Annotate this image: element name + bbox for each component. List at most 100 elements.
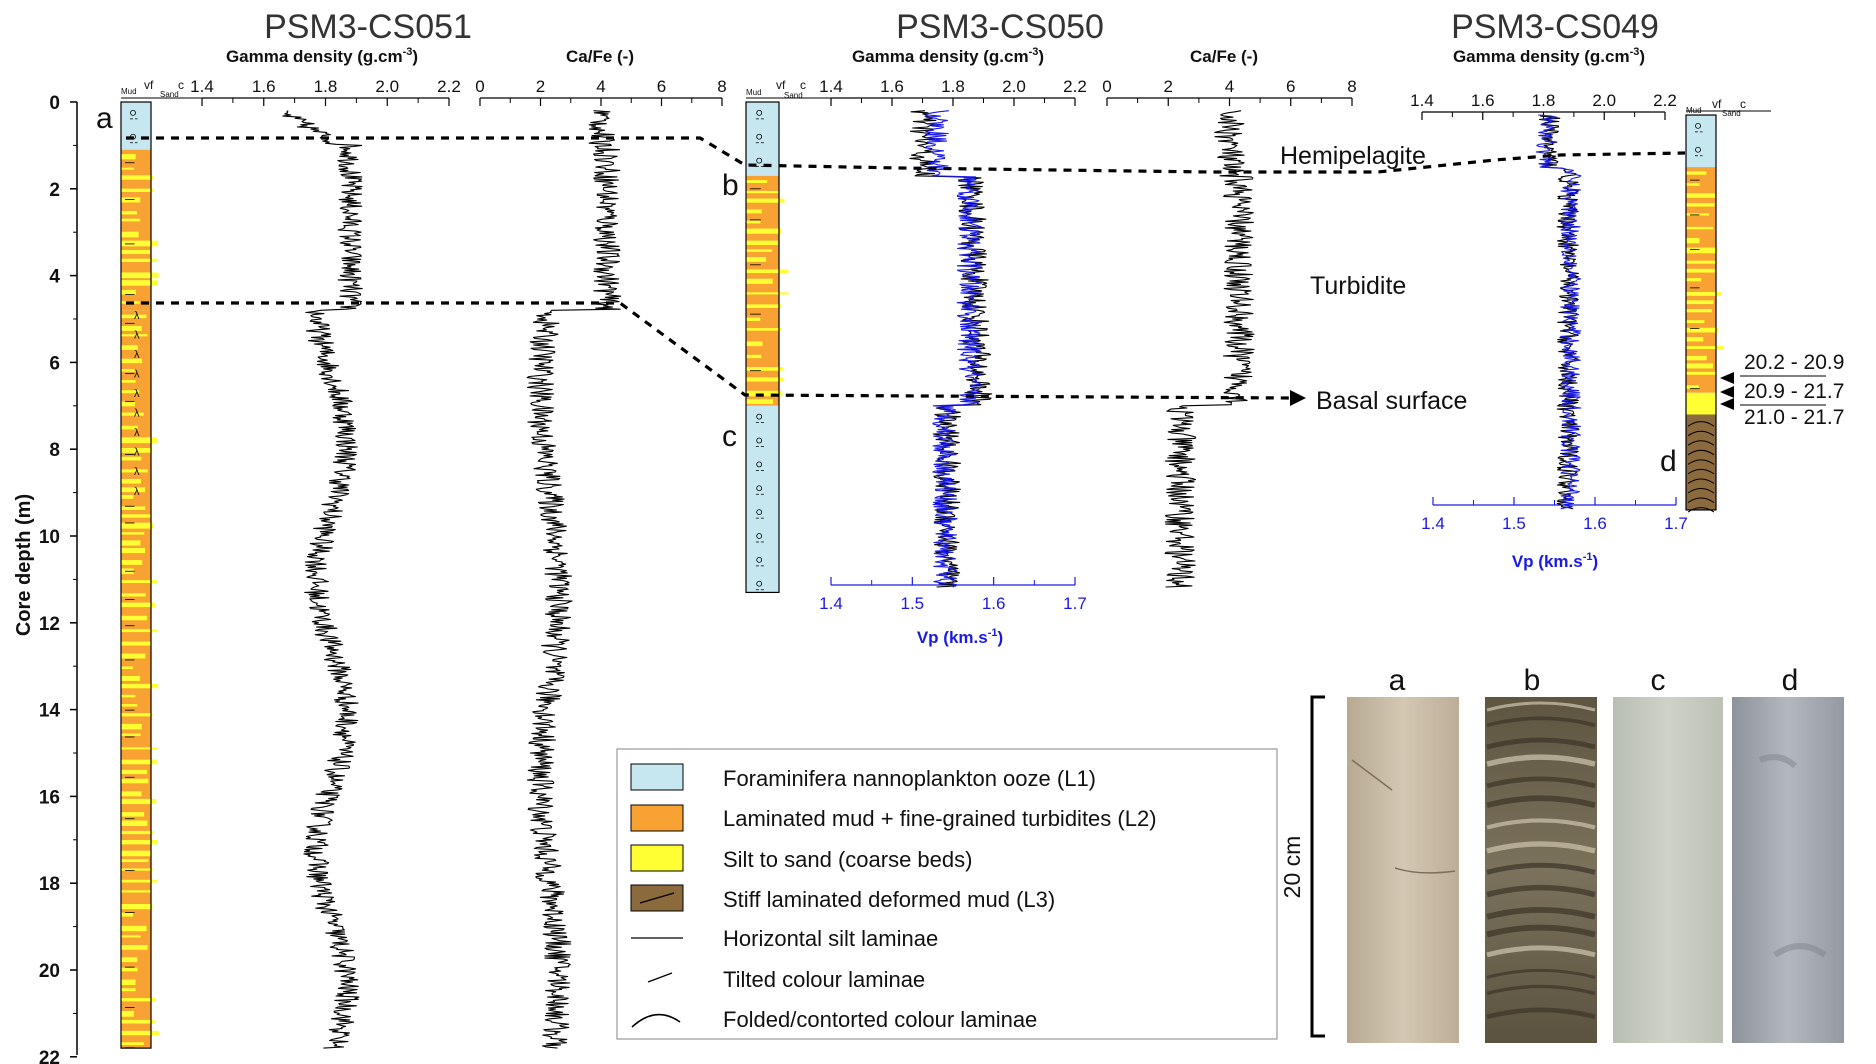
vp-axis-cs050-tick-label: 1.6: [982, 594, 1006, 613]
lithology-column-cs050: [745, 97, 834, 594]
title-cs049: PSM3-CS049: [1451, 8, 1659, 46]
cafe-axis-cs050-tick-label: 0: [1102, 77, 1111, 96]
silt-bed: [121, 540, 141, 546]
vp-axis-cs049-tick-label: 1.4: [1421, 514, 1445, 533]
cafe-axis-cs050-tick-label: 4: [1225, 77, 1234, 96]
legend-swatch-l2: [630, 804, 684, 832]
depth-tick-label: 6: [49, 353, 60, 374]
silt-bed: [121, 289, 136, 295]
vp-axis-title-cs049: Vp (km.s-1): [1512, 551, 1598, 571]
silt-bed: [746, 240, 778, 245]
silt-bed: [121, 522, 154, 529]
silt-bed: [121, 479, 142, 484]
folded-lamina: [1687, 430, 1715, 437]
silt-bed: [121, 506, 146, 512]
gamma-axis-title-cs049: Gamma density (g.cm-3): [1453, 46, 1645, 66]
silt-bed: [746, 269, 789, 274]
scale-bar: [1310, 695, 1325, 1038]
grain-mud-label: Mud: [121, 87, 137, 96]
foram-symbol: [1695, 146, 1701, 153]
gamma-axis-cs049-tick-label: 1.8: [1532, 91, 1556, 110]
cafe-curve-cs050: [1164, 110, 1255, 588]
silt-bed: [1686, 346, 1724, 350]
lithology-unit-l1: [1686, 115, 1716, 168]
photo-b-band: [1486, 776, 1596, 789]
silt-bed: [121, 615, 148, 621]
silt-bed: [121, 325, 142, 331]
lithology-unit-l2: [121, 149, 151, 311]
foram-symbol: [756, 509, 763, 516]
vp-axis-cs050-tick-label: 1.5: [901, 594, 925, 613]
depth-tick-group: 0 2 4 6 8 10 12 14 16 18 20 22: [39, 93, 77, 1064]
column-outline: [745, 101, 780, 594]
silt-bed: [121, 437, 157, 444]
legend-swatch-l1: [630, 763, 684, 791]
depth-tick-label: 16: [39, 787, 60, 808]
photo-b-band: [1486, 984, 1596, 996]
silt-bed: [121, 935, 141, 938]
cafe-axis-cs050-tick-label: 8: [1347, 77, 1356, 96]
depth-tick-label: 12: [39, 614, 60, 635]
silt-bed: [1686, 260, 1718, 264]
gamma-axis-cs051-tick-label: 2.0: [375, 77, 399, 96]
vp-axis-cs050-tick-label: 1.7: [1063, 594, 1087, 613]
gamma-axis-cs050-tick-label: 1.6: [880, 77, 904, 96]
deformation-symbol: λ: [134, 466, 140, 478]
deformation-symbol: λ: [134, 388, 140, 400]
silt-bed: [121, 759, 157, 765]
silt-bed: [1686, 268, 1715, 273]
silt-bed: [1686, 371, 1717, 375]
silt-bed: [1686, 171, 1707, 175]
depth-tick-label: 8: [49, 440, 60, 461]
cafe-axis-cs051-tick-label: 8: [717, 77, 726, 96]
photo-b-band: [1486, 907, 1596, 920]
cafe-axis-cs051-tick-label: 2: [536, 77, 545, 96]
silt-bed: [121, 704, 138, 707]
silt-bed: [121, 1042, 144, 1046]
vp-axis-cs049-tick-label: 1.6: [1583, 514, 1607, 533]
silt-bed: [121, 197, 141, 203]
photo-location-a: a: [96, 102, 113, 135]
silt-bed: [746, 328, 782, 331]
silt-bed: [121, 713, 153, 717]
photo-b-band: [1486, 754, 1596, 767]
silt-bed: [121, 791, 142, 797]
title-cs051: PSM3-CS051: [264, 8, 472, 46]
photo-b-band: [1486, 818, 1596, 830]
silt-bed: [121, 868, 153, 871]
silt-bed: [121, 769, 148, 775]
silt-bed: [1686, 291, 1722, 296]
foram-symbol: [756, 437, 763, 444]
top-axes: 1.4 1.6 1.8 2.0 2.2 0 2 4 6 8 1.4 1.6 1.8 2.0 2.2 0 2 4 6 8…: [190, 77, 1677, 120]
gamma-axis-cs050-tick-label: 1.8: [941, 77, 965, 96]
silt-bed: [1686, 278, 1702, 282]
photo-location-d: d: [1660, 445, 1677, 478]
silt-bed: [121, 812, 145, 817]
silt-bed: [1686, 237, 1700, 244]
silt-bed: [121, 272, 159, 279]
silt-bed: [121, 629, 158, 633]
silt-bed: [746, 390, 783, 397]
silt-bed: [746, 257, 767, 262]
age-arrow: [1720, 372, 1734, 384]
foram-symbol: [756, 109, 763, 116]
photo-b-band: [1486, 924, 1596, 938]
gamma-axis-cs049-tick-label: 2.2: [1653, 91, 1677, 110]
age-arrow: [1720, 398, 1734, 410]
core-photo-d: [1732, 697, 1844, 1043]
silt-bed: [746, 278, 773, 284]
legend-swatch-folded: [631, 1013, 681, 1028]
silt-bed: [1686, 183, 1700, 186]
foram-symbol: [130, 109, 136, 116]
silt-bed: [121, 683, 159, 689]
grain-c-label: c: [178, 78, 184, 92]
silt-bed: [121, 532, 145, 535]
gamma-axis-cs050-tick-label: 2.2: [1063, 77, 1087, 96]
depth-tick-label: 4: [49, 267, 60, 288]
silt-bed: [121, 314, 147, 319]
silt-bed: [121, 798, 157, 805]
silt-bed: [1686, 203, 1715, 207]
silt-bed: [121, 380, 136, 383]
